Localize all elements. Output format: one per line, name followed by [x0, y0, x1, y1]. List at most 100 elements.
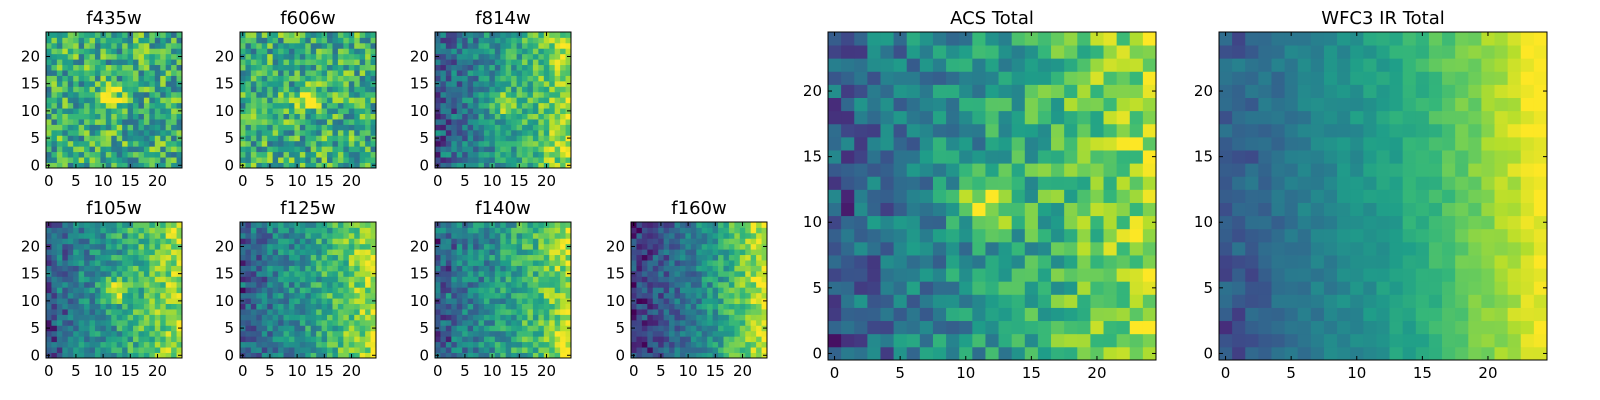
heatmap-cell: [549, 232, 556, 239]
heatmap-cell: [365, 97, 371, 104]
heatmap-cell: [365, 309, 371, 315]
heatmap-cell: [327, 319, 333, 326]
heatmap-cell: [261, 53, 268, 60]
heatmap-cell: [316, 146, 322, 153]
heatmap-cell: [354, 287, 361, 294]
heatmap-cell: [256, 102, 263, 109]
heatmap-cell: [549, 48, 556, 55]
heatmap-cell: [560, 119, 566, 125]
heatmap-cell: [283, 243, 290, 250]
heatmap-cell: [46, 254, 52, 261]
heatmap-cell: [310, 260, 317, 266]
heatmap-cell: [516, 42, 523, 49]
heatmap-cell: [543, 151, 550, 158]
heatmap-cell: [67, 336, 74, 343]
heatmap-cell: [105, 146, 112, 153]
heatmap-cell: [370, 314, 377, 321]
heatmap-cell: [305, 59, 312, 66]
heatmap-cell: [51, 319, 58, 326]
heatmap-cell: [505, 222, 512, 228]
heatmap-cell: [652, 336, 659, 343]
heatmap-cell: [445, 276, 452, 283]
heatmap-cell: [305, 222, 312, 228]
heatmap-cell: [370, 102, 377, 109]
heatmap-cell: [718, 341, 724, 348]
heatmap-cell: [143, 330, 150, 337]
heatmap-cell: [560, 70, 566, 76]
heatmap-cell: [511, 151, 517, 158]
heatmap-cell: [138, 336, 145, 343]
heatmap-cell: [267, 37, 274, 44]
heatmap-cell: [1051, 176, 1065, 190]
heatmap-cell: [354, 260, 361, 266]
heatmap-cell: [527, 140, 534, 147]
heatmap-cell: [165, 86, 172, 93]
heatmap-cell: [62, 314, 69, 321]
heatmap-cell: [505, 42, 512, 49]
heatmap-cell: [89, 265, 96, 272]
heatmap-cell: [105, 276, 112, 283]
heatmap-cell: [685, 260, 692, 266]
heatmap-cell: [494, 352, 501, 359]
heatmap-cell: [734, 319, 741, 326]
heatmap-cell: [305, 341, 312, 348]
heatmap-cell: [332, 319, 339, 326]
heatmap-cell: [122, 330, 128, 337]
heatmap-cell: [73, 80, 80, 87]
heatmap-cell: [365, 75, 371, 82]
heatmap-cell: [272, 232, 279, 239]
heatmap-cell: [354, 59, 361, 66]
heatmap-cell: [337, 91, 344, 98]
heatmap-cell: [321, 341, 328, 348]
heatmap-cell: [527, 298, 534, 304]
heatmap-cell: [669, 222, 675, 228]
heatmap-cell: [467, 97, 474, 104]
heatmap-cell: [712, 298, 719, 304]
heatmap-cell: [278, 97, 284, 104]
heatmap-cell: [560, 222, 566, 228]
heatmap-cell: [538, 330, 545, 337]
heatmap-cell: [316, 86, 322, 93]
heatmap-cell: [750, 309, 757, 315]
heatmap-cell: [456, 347, 463, 353]
heatmap-cell: [305, 232, 312, 239]
heatmap-cell: [1064, 255, 1078, 269]
heatmap-cell: [745, 309, 752, 315]
heatmap-cell: [127, 270, 134, 277]
heatmap-cell: [451, 70, 458, 76]
heatmap-cell: [674, 222, 681, 228]
heatmap-cell: [516, 303, 523, 310]
heatmap-cell: [310, 48, 317, 55]
heatmap-cell: [294, 238, 301, 245]
heatmap-cell: [712, 319, 719, 326]
heatmap-cell: [348, 238, 355, 245]
heatmap-cell: [316, 124, 322, 131]
heatmap-cell: [56, 222, 63, 228]
heatmap-cell: [154, 59, 161, 66]
heatmap-cell: [78, 108, 85, 114]
heatmap-cell: [256, 53, 263, 60]
heatmap-cell: [998, 294, 1013, 308]
heatmap-cell: [1077, 163, 1091, 177]
heatmap-cell: [67, 53, 74, 60]
heatmap-cell: [478, 91, 485, 98]
heatmap-cell: [445, 249, 452, 256]
y-tick-label: 20: [215, 47, 234, 65]
heatmap-cell: [718, 319, 724, 326]
heatmap-cell: [658, 319, 665, 326]
heatmap-cell: [305, 347, 312, 353]
heatmap-cell: [435, 59, 441, 66]
heatmap-cell: [674, 314, 681, 321]
heatmap-cell: [435, 157, 441, 163]
heatmap-cell: [143, 347, 150, 353]
heatmap-cell: [511, 59, 517, 66]
heatmap-cell: [560, 75, 566, 82]
heatmap-cell: [133, 254, 139, 261]
heatmap-cell: [1090, 346, 1104, 361]
heatmap-cell: [278, 157, 284, 163]
heatmap-cell: [288, 113, 295, 120]
heatmap-cell: [278, 330, 284, 337]
heatmap-cell: [337, 48, 344, 55]
heatmap-cell: [445, 42, 452, 49]
heatmap-cell: [522, 309, 528, 315]
